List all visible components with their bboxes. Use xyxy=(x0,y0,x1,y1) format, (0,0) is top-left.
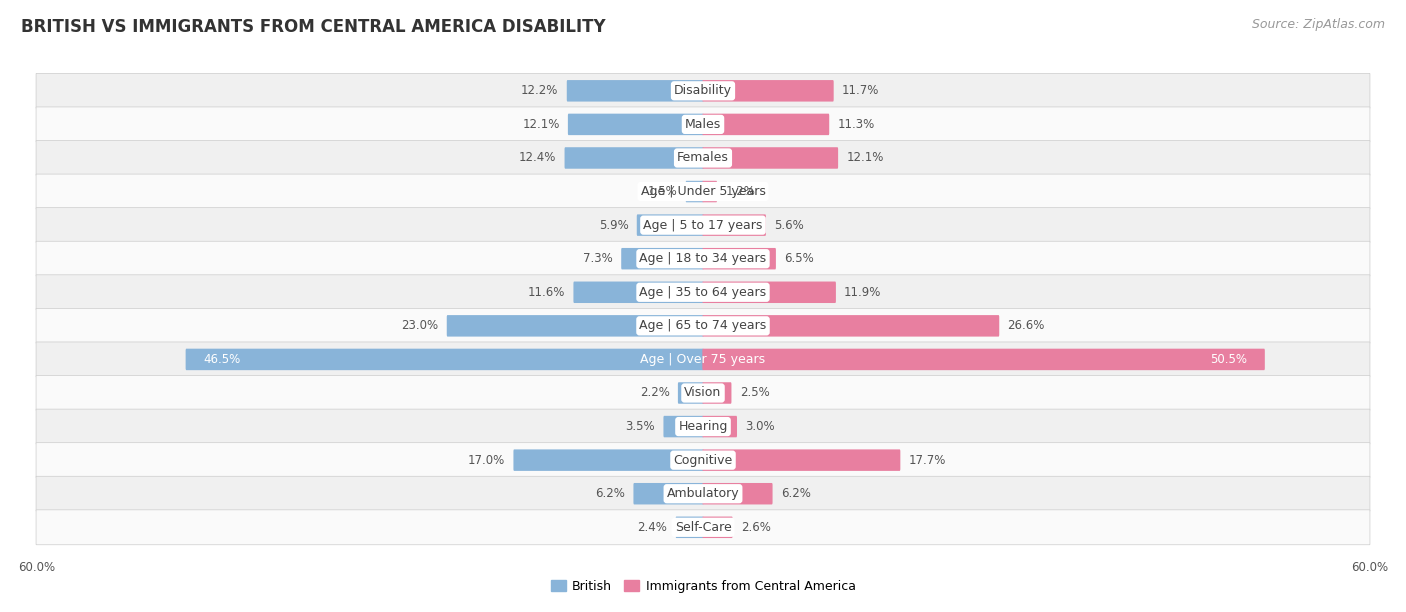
FancyBboxPatch shape xyxy=(37,141,1369,176)
FancyBboxPatch shape xyxy=(565,147,703,169)
Text: Hearing: Hearing xyxy=(678,420,728,433)
FancyBboxPatch shape xyxy=(703,315,1000,337)
FancyBboxPatch shape xyxy=(703,114,830,135)
FancyBboxPatch shape xyxy=(37,442,1369,477)
FancyBboxPatch shape xyxy=(37,107,1369,142)
FancyBboxPatch shape xyxy=(703,181,717,203)
Text: 23.0%: 23.0% xyxy=(401,319,439,332)
Text: 11.7%: 11.7% xyxy=(842,84,879,97)
Text: Cognitive: Cognitive xyxy=(673,453,733,466)
Text: 46.5%: 46.5% xyxy=(202,353,240,366)
Text: 12.2%: 12.2% xyxy=(522,84,558,97)
Text: 50.5%: 50.5% xyxy=(1211,353,1247,366)
FancyBboxPatch shape xyxy=(703,147,838,169)
FancyBboxPatch shape xyxy=(703,416,737,438)
Text: 17.7%: 17.7% xyxy=(908,453,946,466)
Text: Age | Over 75 years: Age | Over 75 years xyxy=(641,353,765,366)
Text: 6.5%: 6.5% xyxy=(785,252,814,265)
FancyBboxPatch shape xyxy=(703,349,1265,370)
FancyBboxPatch shape xyxy=(37,510,1369,545)
Text: Age | Under 5 years: Age | Under 5 years xyxy=(641,185,765,198)
Text: 11.3%: 11.3% xyxy=(838,118,875,131)
FancyBboxPatch shape xyxy=(37,174,1369,209)
Text: 2.5%: 2.5% xyxy=(740,387,769,400)
FancyBboxPatch shape xyxy=(703,80,834,102)
FancyBboxPatch shape xyxy=(634,483,703,504)
FancyBboxPatch shape xyxy=(186,349,703,370)
FancyBboxPatch shape xyxy=(37,73,1369,108)
Text: Disability: Disability xyxy=(673,84,733,97)
Text: 11.9%: 11.9% xyxy=(844,286,882,299)
Text: Ambulatory: Ambulatory xyxy=(666,487,740,500)
FancyBboxPatch shape xyxy=(568,114,703,135)
FancyBboxPatch shape xyxy=(37,275,1369,310)
FancyBboxPatch shape xyxy=(637,214,703,236)
FancyBboxPatch shape xyxy=(703,214,766,236)
Text: 6.2%: 6.2% xyxy=(595,487,626,500)
Text: 17.0%: 17.0% xyxy=(468,453,505,466)
Text: 2.6%: 2.6% xyxy=(741,521,770,534)
Text: Age | 5 to 17 years: Age | 5 to 17 years xyxy=(644,218,762,231)
Text: Self-Care: Self-Care xyxy=(675,521,731,534)
Text: 1.2%: 1.2% xyxy=(725,185,755,198)
FancyBboxPatch shape xyxy=(37,207,1369,242)
Text: 1.5%: 1.5% xyxy=(648,185,678,198)
FancyBboxPatch shape xyxy=(678,382,703,404)
FancyBboxPatch shape xyxy=(676,517,703,538)
FancyBboxPatch shape xyxy=(703,483,772,504)
Text: 12.4%: 12.4% xyxy=(519,152,557,165)
Text: 3.5%: 3.5% xyxy=(626,420,655,433)
Text: 2.4%: 2.4% xyxy=(637,521,668,534)
Text: 5.9%: 5.9% xyxy=(599,218,628,231)
FancyBboxPatch shape xyxy=(37,376,1369,411)
FancyBboxPatch shape xyxy=(621,248,703,269)
FancyBboxPatch shape xyxy=(37,342,1369,377)
Text: 11.6%: 11.6% xyxy=(527,286,565,299)
FancyBboxPatch shape xyxy=(37,476,1369,511)
FancyBboxPatch shape xyxy=(686,181,703,203)
FancyBboxPatch shape xyxy=(703,248,776,269)
Text: Males: Males xyxy=(685,118,721,131)
Text: BRITISH VS IMMIGRANTS FROM CENTRAL AMERICA DISABILITY: BRITISH VS IMMIGRANTS FROM CENTRAL AMERI… xyxy=(21,18,606,36)
Text: Age | 18 to 34 years: Age | 18 to 34 years xyxy=(640,252,766,265)
Text: 26.6%: 26.6% xyxy=(1008,319,1045,332)
Text: Vision: Vision xyxy=(685,387,721,400)
Text: Age | 35 to 64 years: Age | 35 to 64 years xyxy=(640,286,766,299)
Text: 3.0%: 3.0% xyxy=(745,420,775,433)
FancyBboxPatch shape xyxy=(37,308,1369,343)
FancyBboxPatch shape xyxy=(703,517,733,538)
Text: 12.1%: 12.1% xyxy=(522,118,560,131)
Text: Age | 65 to 74 years: Age | 65 to 74 years xyxy=(640,319,766,332)
Text: Females: Females xyxy=(678,152,728,165)
Text: 7.3%: 7.3% xyxy=(583,252,613,265)
Text: Source: ZipAtlas.com: Source: ZipAtlas.com xyxy=(1251,18,1385,31)
Text: 2.2%: 2.2% xyxy=(640,387,669,400)
FancyBboxPatch shape xyxy=(37,241,1369,276)
FancyBboxPatch shape xyxy=(703,449,900,471)
Text: 5.6%: 5.6% xyxy=(775,218,804,231)
Text: 6.2%: 6.2% xyxy=(780,487,811,500)
FancyBboxPatch shape xyxy=(703,282,837,303)
FancyBboxPatch shape xyxy=(37,409,1369,444)
Legend: British, Immigrants from Central America: British, Immigrants from Central America xyxy=(546,575,860,598)
FancyBboxPatch shape xyxy=(567,80,703,102)
Text: 12.1%: 12.1% xyxy=(846,152,884,165)
FancyBboxPatch shape xyxy=(574,282,703,303)
FancyBboxPatch shape xyxy=(447,315,703,337)
FancyBboxPatch shape xyxy=(703,382,731,404)
FancyBboxPatch shape xyxy=(513,449,703,471)
FancyBboxPatch shape xyxy=(664,416,703,438)
